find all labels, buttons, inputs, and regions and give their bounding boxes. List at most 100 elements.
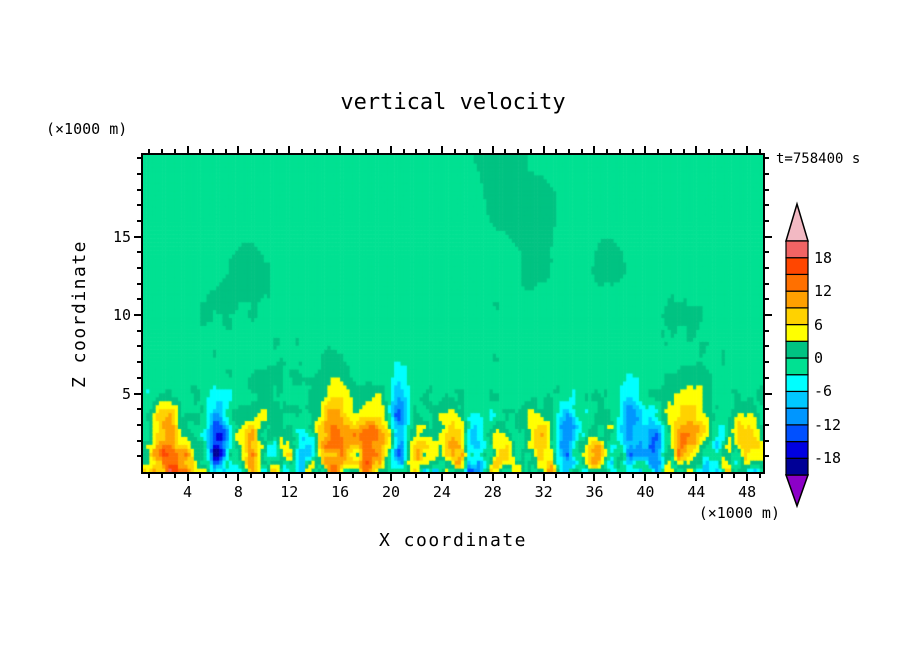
tick-mark: [765, 235, 772, 238]
tick-mark: [593, 146, 596, 153]
tick-mark: [765, 439, 769, 442]
x-tick-label: 8: [233, 483, 243, 501]
colorbar-bottom-arrow: [784, 474, 810, 509]
x-tick-label: 44: [687, 483, 706, 501]
tick-mark: [390, 146, 392, 153]
tick-mark: [428, 474, 431, 478]
tick-mark: [262, 474, 265, 478]
tick-mark: [765, 266, 769, 269]
tick-mark: [300, 149, 303, 153]
chart-title: vertical velocity: [340, 90, 566, 115]
colorbar-segment: [785, 357, 809, 376]
tick-mark: [765, 298, 769, 301]
plot-frame: [141, 153, 765, 474]
tick-mark: [137, 455, 141, 458]
tick-mark: [657, 474, 660, 478]
tick-mark: [250, 474, 253, 478]
colorbar-label: -18: [814, 449, 842, 468]
colorbar-svg: [784, 201, 810, 509]
colorbar-segment: [785, 457, 809, 476]
tick-mark: [364, 149, 367, 153]
colorbar-segment: [785, 374, 809, 393]
z-tick-label: 10: [112, 306, 131, 325]
tick-mark: [669, 474, 672, 478]
tick-mark: [746, 146, 749, 153]
tick-mark: [695, 474, 698, 481]
x-tick-label: 32: [534, 483, 553, 501]
x-tick-label: 28: [483, 483, 502, 501]
tick-mark: [275, 149, 278, 153]
tick-mark: [720, 149, 723, 153]
tick-mark: [765, 282, 769, 285]
tick-mark: [134, 235, 141, 238]
tick-mark: [479, 149, 482, 153]
tick-mark: [148, 474, 151, 478]
tick-mark: [517, 149, 520, 153]
tick-mark: [758, 474, 761, 478]
tick-mark: [415, 149, 418, 153]
tick-mark: [733, 149, 736, 153]
tick-mark: [765, 329, 769, 332]
tick-mark: [593, 474, 596, 481]
colorbar: [780, 200, 840, 512]
tick-mark: [313, 149, 316, 153]
colorbar-label: 12: [814, 282, 833, 301]
tick-mark: [211, 149, 214, 153]
colorbar-label: 0: [814, 349, 824, 367]
tick-mark: [529, 474, 532, 478]
tick-mark: [765, 219, 769, 222]
tick-mark: [428, 149, 431, 153]
tick-mark: [137, 298, 141, 301]
tick-mark: [707, 149, 710, 153]
tick-mark: [161, 474, 164, 478]
tick-mark: [275, 474, 278, 478]
tick-mark: [765, 423, 769, 426]
tick-mark: [402, 149, 405, 153]
colorbar-segment: [785, 340, 809, 359]
tick-mark: [542, 146, 545, 153]
tick-mark: [137, 423, 141, 426]
tick-mark: [491, 146, 494, 153]
tick-mark: [364, 474, 367, 478]
tick-mark: [415, 474, 418, 478]
tick-mark: [669, 149, 672, 153]
tick-mark: [173, 474, 176, 478]
tick-mark: [137, 157, 141, 160]
colorbar-segment: [785, 390, 809, 409]
tick-mark: [695, 146, 698, 153]
tick-mark: [466, 149, 469, 153]
tick-mark: [765, 455, 769, 458]
x-tick-label: 16: [331, 483, 350, 501]
x-axis-unit-label: (×1000 m): [698, 504, 780, 522]
x-tick-label: 4: [182, 483, 193, 501]
tick-mark: [765, 204, 769, 207]
tick-mark: [453, 149, 456, 153]
tick-mark: [707, 474, 710, 478]
tick-mark: [134, 392, 141, 395]
tick-mark: [186, 146, 189, 153]
tick-mark: [504, 474, 507, 478]
tick-mark: [568, 474, 571, 478]
tick-mark: [173, 149, 176, 153]
tick-mark: [137, 172, 141, 175]
time-annotation: t=758400 s: [776, 151, 861, 167]
colorbar-label: 6: [814, 315, 824, 334]
tick-mark: [211, 474, 214, 478]
tick-mark: [765, 376, 769, 379]
tick-mark: [765, 361, 769, 364]
tick-mark: [148, 149, 151, 153]
tick-mark: [224, 149, 227, 153]
tick-mark: [682, 149, 685, 153]
tick-mark: [758, 149, 761, 153]
colorbar-segment: [785, 273, 809, 292]
tick-mark: [733, 474, 736, 478]
colorbar-segment: [785, 407, 809, 426]
tick-mark: [504, 149, 507, 153]
tick-mark: [186, 474, 189, 481]
tick-mark: [351, 149, 354, 153]
tick-mark: [542, 474, 545, 481]
tick-mark: [765, 392, 772, 395]
tick-mark: [466, 474, 469, 478]
tick-mark: [137, 282, 141, 285]
x-tick-label: 24: [432, 483, 451, 501]
